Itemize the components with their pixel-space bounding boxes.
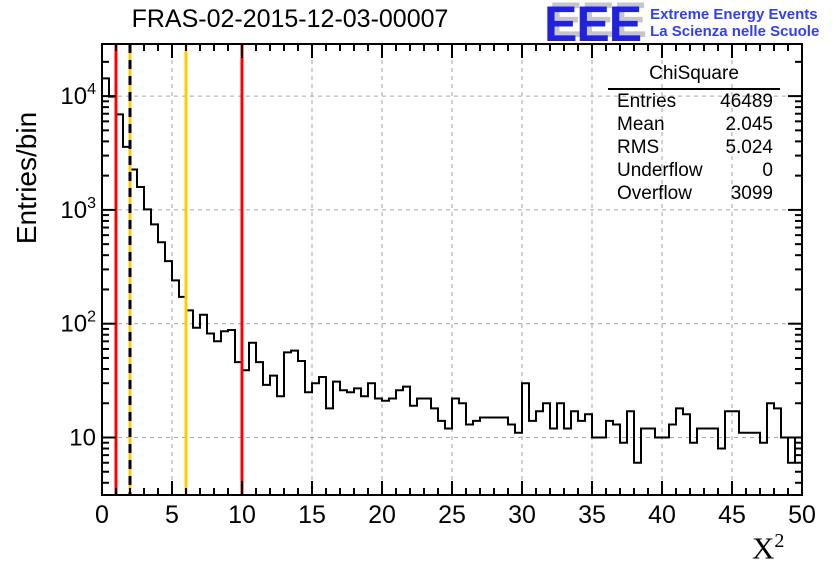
stats-row-value: 3099 [730, 183, 773, 204]
eee-logo-line1: Extreme Energy Events [650, 6, 818, 23]
x-tick-label: 15 [298, 501, 326, 529]
plot-frame [101, 43, 803, 496]
x-tick-label: 0 [95, 501, 109, 529]
stats-row: Overflow 3099 [608, 182, 780, 205]
y-axis-title: Entries/bin [11, 111, 42, 245]
y-tick-label: 10 [69, 425, 96, 452]
stats-box: ChiSquare Entries 46489 Mean 2.045 RMS 5.024 U… [608, 63, 780, 205]
x-tick-label: 45 [718, 501, 746, 529]
x-tick-label: 40 [648, 501, 676, 529]
stats-row: Underflow 0 [608, 159, 780, 182]
stats-box-rows: Entries 46489 Mean 2.045 RMS 5.024 Underflow 0 O… [608, 90, 780, 205]
stats-row: Entries 46489 [608, 90, 780, 113]
stats-row: Mean 2.045 [608, 113, 780, 136]
x-tick-label: 25 [438, 501, 466, 529]
eee-logo-line2: La Scienza nelle Scuole [650, 23, 820, 40]
stats-box-title: ChiSquare [608, 63, 780, 90]
eee-logo: EEE Extreme Energy Events La Scienza nel… [544, 0, 819, 52]
stats-row-label: Overflow [617, 183, 692, 204]
stats-row-label: Entries [617, 91, 677, 112]
eee-logo-acronym: EEE [544, 0, 642, 52]
stats-row-value: 0 [762, 160, 773, 181]
stats-row-value: 2.045 [725, 114, 773, 135]
y-tick-label: 102 [60, 309, 96, 338]
x-tick-label: 10 [228, 501, 256, 529]
page-title: FRAS-02-2015-12-03-00007 [131, 5, 449, 33]
histogram-line [101, 77, 803, 495]
stats-row-label: Mean [617, 114, 665, 135]
x-tick-label: 20 [368, 501, 396, 529]
x-tick-label: 30 [508, 501, 536, 529]
x-axis-title: X2 [752, 530, 785, 566]
stats-row-value: 5.024 [725, 137, 773, 158]
stats-row-label: RMS [617, 137, 660, 158]
x-tick-label: 50 [788, 501, 816, 529]
x-tick-label: 5 [165, 501, 179, 529]
x-tick-label: 35 [578, 501, 606, 529]
stats-row-label: Underflow [617, 160, 703, 181]
eee-logo-text: Extreme Energy Events La Scienza nelle S… [650, 1, 819, 40]
y-tick-label: 103 [60, 195, 96, 224]
stats-row: RMS 5.024 [608, 136, 780, 159]
stats-row-value: 46489 [720, 91, 773, 112]
y-tick-label: 104 [60, 81, 96, 110]
